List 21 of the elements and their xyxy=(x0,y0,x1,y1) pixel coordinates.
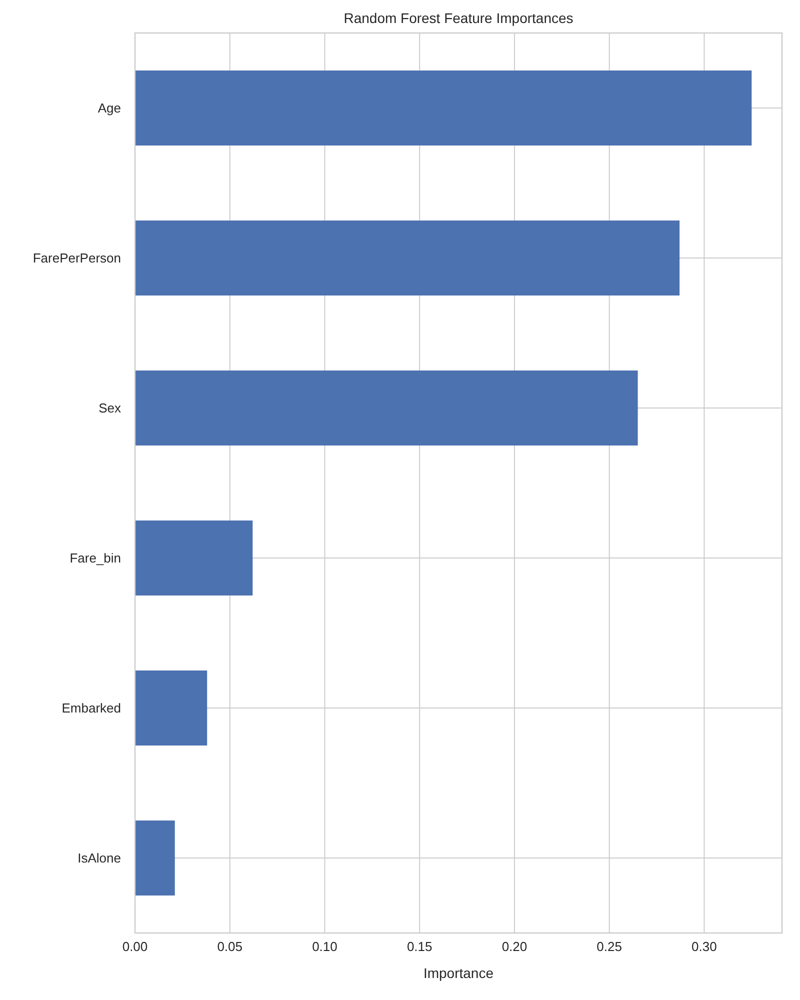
x-tick-label: 0.20 xyxy=(502,939,528,954)
bar xyxy=(135,370,638,446)
x-tick-label: 0.25 xyxy=(596,939,622,954)
y-tick-label: FarePerPerson xyxy=(32,250,121,266)
bar xyxy=(135,820,175,896)
y-tick-label: Fare_bin xyxy=(70,550,121,566)
y-tick-label: Embarked xyxy=(62,700,121,716)
x-axis-title: Importance xyxy=(423,965,494,981)
x-tick-label: 0.10 xyxy=(312,939,338,954)
bar xyxy=(135,70,752,146)
bar xyxy=(135,670,208,746)
y-tick-label: Age xyxy=(98,100,121,116)
bar xyxy=(135,220,680,296)
y-tick-label: Sex xyxy=(98,400,122,416)
x-tick-label: 0.00 xyxy=(122,939,148,954)
x-tick-label: 0.30 xyxy=(692,939,717,954)
y-tick-label: IsAlone xyxy=(78,850,121,866)
bar xyxy=(135,520,253,596)
x-tick-label: 0.15 xyxy=(406,939,432,954)
chart-title: Random Forest Feature Importances xyxy=(344,10,574,26)
x-tick-label: 0.05 xyxy=(217,939,243,954)
